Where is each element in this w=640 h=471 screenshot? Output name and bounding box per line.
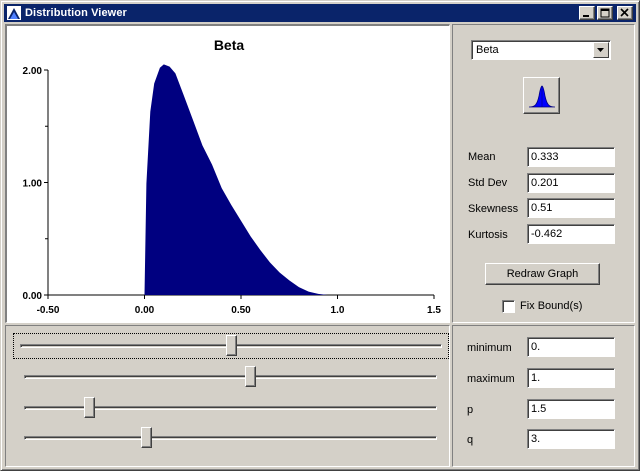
distribution-shape-button[interactable] bbox=[523, 77, 560, 114]
slider-track bbox=[24, 436, 437, 440]
plot-area bbox=[144, 64, 338, 296]
x-tick-label: -0.50 bbox=[37, 305, 60, 316]
slider-thumb[interactable] bbox=[245, 366, 257, 387]
fix-bounds-label: Fix Bound(s) bbox=[520, 300, 583, 312]
p-field[interactable]: 1.5 bbox=[527, 399, 615, 419]
maximum-field[interactable]: 1. bbox=[527, 368, 615, 388]
x-tick-label: 0.50 bbox=[231, 305, 251, 316]
slider-track bbox=[24, 375, 437, 379]
parameter-panel: minimum 0. maximum 1. p 1.5 q 3. bbox=[452, 325, 635, 467]
maximum-slider[interactable] bbox=[18, 365, 443, 389]
fix-bounds-checkbox[interactable] bbox=[502, 300, 515, 313]
bell-curve-icon bbox=[529, 85, 555, 108]
control-panel: Beta Mean 0.333 Std Dev 0.201 Skewness 0… bbox=[452, 24, 635, 323]
mean-label: Mean bbox=[468, 151, 496, 163]
window-title: Distribution Viewer bbox=[25, 7, 127, 19]
close-button[interactable] bbox=[617, 6, 633, 20]
chart-panel: Beta 0.00 1.00 2.00 -0.50 0.00 0.50 1.0 1.5 bbox=[5, 24, 450, 323]
x-tick-label: 1.0 bbox=[331, 305, 345, 316]
chart-title: Beta bbox=[214, 37, 245, 53]
dropdown-button[interactable] bbox=[593, 42, 609, 58]
y-tick-label: 0.00 bbox=[23, 291, 43, 302]
p-slider[interactable] bbox=[18, 396, 443, 420]
std-dev-label: Std Dev bbox=[468, 177, 508, 189]
maximize-button[interactable] bbox=[597, 6, 613, 20]
minimize-button[interactable] bbox=[579, 6, 595, 20]
kurtosis-field[interactable]: -0.462 bbox=[527, 224, 615, 244]
x-tick-label: 0.00 bbox=[135, 305, 155, 316]
beta-chart: Beta 0.00 1.00 2.00 -0.50 0.00 0.50 1.0 1.5 bbox=[23, 37, 442, 316]
q-label: q bbox=[467, 434, 474, 446]
slider-thumb[interactable] bbox=[225, 335, 237, 356]
minimize-icon bbox=[583, 15, 589, 17]
slider-track bbox=[24, 406, 437, 410]
y-tick-label: 1.00 bbox=[23, 179, 43, 190]
chevron-down-icon bbox=[597, 48, 604, 52]
skewness-field[interactable]: 0.51 bbox=[527, 198, 615, 218]
kurtosis-label: Kurtosis bbox=[468, 229, 508, 241]
slider-panel bbox=[5, 325, 450, 467]
minimum-field[interactable]: 0. bbox=[527, 337, 615, 357]
slider-thumb[interactable] bbox=[84, 397, 96, 418]
std-dev-field[interactable]: 0.201 bbox=[527, 173, 615, 193]
app-icon bbox=[7, 6, 21, 20]
maximum-label: maximum bbox=[467, 373, 515, 385]
close-icon bbox=[620, 8, 629, 17]
distribution-select[interactable]: Beta bbox=[471, 40, 611, 60]
p-label: p bbox=[467, 404, 474, 416]
skewness-label: Skewness bbox=[468, 203, 519, 215]
mean-field[interactable]: 0.333 bbox=[527, 147, 615, 167]
y-ticks: 0.00 1.00 2.00 bbox=[23, 66, 48, 302]
redraw-graph-button[interactable]: Redraw Graph bbox=[485, 263, 600, 285]
minimum-label: minimum bbox=[467, 342, 512, 354]
y-tick-label: 2.00 bbox=[23, 66, 43, 77]
x-tick-label: 1.5 bbox=[427, 305, 441, 316]
maximize-icon bbox=[600, 8, 610, 18]
slider-thumb[interactable] bbox=[140, 427, 152, 448]
q-field[interactable]: 3. bbox=[527, 429, 615, 449]
minimum-slider[interactable] bbox=[13, 333, 449, 359]
distribution-select-value: Beta bbox=[476, 44, 499, 56]
q-slider[interactable] bbox=[18, 426, 443, 450]
title-bar[interactable]: Distribution Viewer bbox=[4, 4, 636, 22]
x-ticks: -0.50 0.00 0.50 1.0 1.5 bbox=[37, 295, 441, 316]
density-area bbox=[144, 64, 338, 296]
